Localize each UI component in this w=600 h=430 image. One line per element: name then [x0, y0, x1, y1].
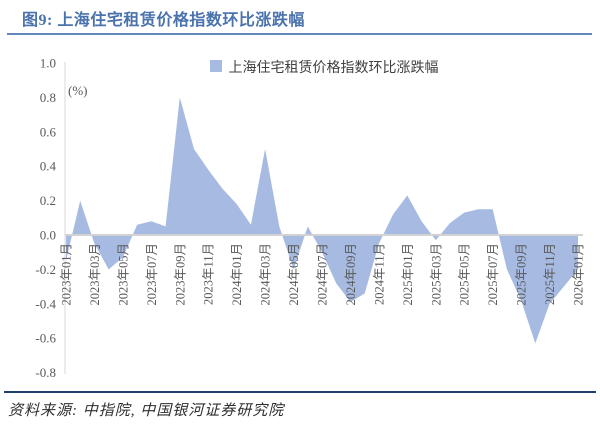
- y-tick-label: 0.2: [40, 193, 56, 208]
- y-tick-label: -0.4: [35, 296, 56, 311]
- y-tick-label: 1.0: [40, 56, 56, 71]
- x-tick-label: 2023年11月: [202, 243, 216, 305]
- x-tick-label: 2025年03月: [429, 243, 443, 306]
- y-tick-label: 0.0: [40, 228, 56, 243]
- x-tick-label: 2023年09月: [173, 243, 187, 306]
- x-tick-label: 2025年09月: [515, 243, 529, 306]
- x-tick-label: 2024年09月: [344, 243, 358, 306]
- x-tick-label: 2024年07月: [316, 243, 330, 306]
- x-tick-label: 2024年03月: [259, 243, 273, 306]
- area-series: [66, 97, 578, 344]
- y-tick-label: -0.2: [35, 262, 56, 277]
- x-tick-label: 2025年07月: [486, 243, 500, 306]
- x-tick-label: 2023年07月: [145, 243, 159, 306]
- x-tick-label: 2025年05月: [458, 243, 472, 306]
- y-tick-label: 0.8: [40, 90, 56, 105]
- y-tick-label: 0.4: [40, 159, 57, 174]
- x-tick-label: 2024年01月: [230, 243, 244, 306]
- x-tick-label: 2025年11月: [543, 243, 557, 305]
- legend-swatch: [209, 60, 222, 72]
- legend-label: 上海住宅租赁价格指数环比涨跌幅: [228, 61, 439, 76]
- x-tick-labels: 2023年01月 2023年03月 2023年05月 2023年07月 2023年09月…: [60, 243, 586, 306]
- x-tick-label: 2024年11月: [372, 243, 386, 305]
- y-tick-label: -0.6: [35, 331, 56, 346]
- x-tick-label: 2023年01月: [60, 243, 74, 306]
- source-divider: [4, 391, 596, 393]
- x-tick-label: 2023年05月: [116, 243, 130, 306]
- x-tick-label: 2026年01月: [572, 243, 586, 306]
- unit-label: (%): [68, 83, 88, 98]
- y-tick-label: 0.6: [40, 124, 57, 139]
- x-tick-label: 2023年03月: [88, 243, 102, 306]
- title-underline: [7, 33, 592, 35]
- x-tick-label: 2024年05月: [287, 243, 301, 306]
- x-tick-label: 2025年01月: [401, 243, 415, 306]
- source-note: 资料来源: 中指院, 中国银河证券研究院: [8, 403, 285, 419]
- y-tick-labels: 1.0 0.8 0.6 0.4 0.2 0.0 -0.2 -0.4 -0.6 -0.8: [35, 56, 56, 381]
- legend: 上海住宅租赁价格指数环比涨跌幅: [65, 57, 583, 77]
- figure-title: 图9: 上海住宅租赁价格指数环比涨跌幅: [22, 12, 305, 29]
- y-tick-label: -0.8: [35, 365, 56, 380]
